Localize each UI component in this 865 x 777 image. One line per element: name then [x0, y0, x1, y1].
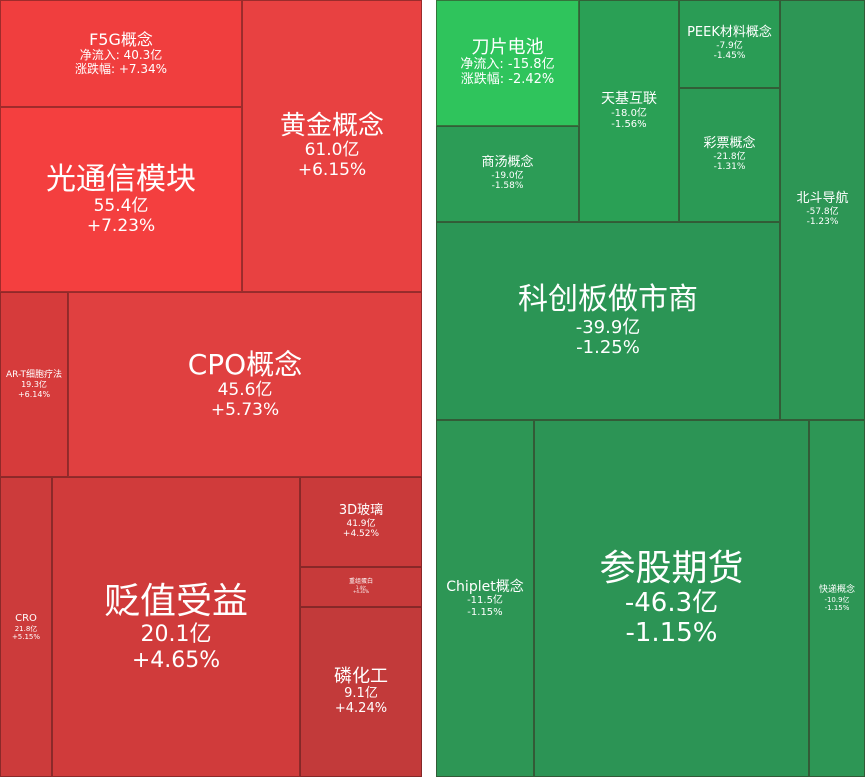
sector-tile[interactable]: 3D玻璃 41.9亿 +4.52% [300, 477, 422, 567]
sector-stat: 61.0亿 [304, 140, 360, 161]
sector-stat: 涨跌幅: +7.34% [74, 61, 168, 76]
sector-stat: -1.58% [491, 181, 524, 192]
sector-tile[interactable]: 刀片电池 净流入: -15.8亿 涨跌幅: -2.42% [436, 0, 579, 126]
sector-stat: -11.5亿 [467, 595, 503, 607]
sector-name: Chiplet概念 [446, 578, 524, 595]
sector-stat: -19.0亿 [491, 171, 524, 182]
sector-name: 重组蛋白 [348, 577, 373, 585]
sector-name: 科创板做市商 [518, 282, 698, 318]
sector-name: 天基互联 [601, 91, 657, 108]
sector-name: 北斗导航 [796, 191, 849, 207]
sector-tile[interactable]: AR-T细胞疗法 19.3亿 +6.14% [0, 292, 68, 477]
sector-stat: 21.8亿 [14, 624, 38, 633]
sector-tile[interactable]: 参股期货 -46.3亿 -1.15% [534, 420, 809, 777]
sector-tile[interactable]: 磷化工 9.1亿 +4.24% [300, 607, 422, 777]
sector-name: F5G概念 [89, 29, 153, 49]
sector-tile[interactable]: 黄金概念 61.0亿 +6.15% [242, 0, 422, 292]
sector-name: 刀片电池 [471, 36, 544, 58]
sector-name: 光通信模块 [46, 161, 196, 197]
sector-tile[interactable]: 彩票概念 -21.8亿 -1.31% [679, 88, 780, 222]
sector-stat: -39.9亿 [575, 316, 641, 338]
sector-stat: +6.14% [17, 389, 51, 399]
sector-name: 磷化工 [334, 665, 388, 687]
sector-tile[interactable]: 光通信模块 55.4亿 +7.23% [0, 107, 242, 292]
sector-stat: 19.3亿 [21, 380, 47, 390]
sector-stat: -57.8亿 [806, 207, 839, 218]
sector-tile[interactable]: 贬值受益 20.1亿 +4.65% [52, 477, 300, 777]
sector-stat: -21.8亿 [713, 152, 746, 163]
sector-stat: -18.0亿 [611, 107, 647, 119]
sector-stat: +4.52% [342, 529, 380, 540]
sector-stat: +4.24% [334, 701, 388, 717]
sector-stat: +5.15% [11, 632, 41, 641]
sector-tile[interactable]: 商汤概念 -19.0亿 -1.58% [436, 126, 579, 222]
sector-tile[interactable]: 北斗导航 -57.8亿 -1.23% [780, 0, 865, 420]
sector-stat: -1.56% [611, 119, 647, 131]
sector-tile[interactable]: CRO 21.8亿 +5.15% [0, 477, 52, 777]
sector-tile[interactable]: CPO概念 45.6亿 +5.73% [68, 292, 422, 477]
sector-stat: -1.15% [824, 603, 850, 612]
sector-tile[interactable]: Chiplet概念 -11.5亿 -1.15% [436, 420, 534, 777]
sector-stat: +7.23% [86, 215, 156, 236]
sector-stat: 涨跌幅: -2.42% [460, 72, 555, 88]
sector-stat: 1.4亿 [355, 584, 367, 590]
sector-stat: -1.25% [576, 337, 640, 359]
sector-name: AR-T细胞疗法 [6, 370, 62, 381]
sector-name: 参股期货 [599, 547, 744, 589]
sector-stat: -1.45% [713, 51, 746, 62]
sector-stat: -1.31% [713, 162, 746, 173]
sector-name: CPO概念 [187, 347, 303, 381]
sector-tile[interactable]: F5G概念 净流入: 40.3亿 涨跌幅: +7.34% [0, 0, 242, 107]
sector-stat: +5.73% [210, 399, 280, 420]
sector-stat: +4.65% [131, 647, 221, 673]
sector-stat: 净流入: -15.8亿 [460, 57, 555, 73]
sector-stat: -10.9亿 [824, 595, 850, 604]
sector-stat: -1.23% [806, 217, 839, 228]
sector-name: 彩票概念 [703, 136, 756, 152]
sector-stat: -7.9亿 [716, 41, 743, 52]
sector-stat: 41.9亿 [346, 519, 376, 530]
sector-stat: 20.1亿 [140, 622, 212, 648]
sector-stat: 净流入: 40.3亿 [79, 47, 163, 62]
sector-stat: 45.6亿 [217, 380, 273, 401]
sector-stat: +6.15% [297, 159, 367, 180]
sector-name: PEEK材料概念 [687, 25, 772, 41]
sector-tile[interactable]: 重组蛋白 1.4亿 +4.31% [300, 567, 422, 607]
sector-stat: +4.31% [352, 589, 370, 595]
sector-name: CRO [15, 613, 37, 625]
sector-stat: 55.4亿 [93, 196, 149, 217]
sector-name: 3D玻璃 [338, 503, 384, 519]
sector-name: 贬值受益 [103, 581, 248, 622]
sector-tile[interactable]: PEEK材料概念 -7.9亿 -1.45% [679, 0, 780, 88]
sector-stat: -1.15% [467, 606, 503, 618]
sector-tile[interactable]: 快递概念 -10.9亿 -1.15% [809, 420, 865, 777]
sector-tile[interactable]: 科创板做市商 -39.9亿 -1.25% [436, 222, 780, 420]
sector-stat: -1.15% [625, 618, 718, 649]
sector-stat: -46.3亿 [624, 588, 719, 619]
sector-tile[interactable]: 天基互联 -18.0亿 -1.56% [579, 0, 679, 222]
sector-stat: 9.1亿 [344, 686, 378, 702]
sector-name: 商汤概念 [481, 155, 534, 171]
sector-name: 快递概念 [818, 585, 855, 596]
sector-name: 黄金概念 [279, 110, 384, 141]
